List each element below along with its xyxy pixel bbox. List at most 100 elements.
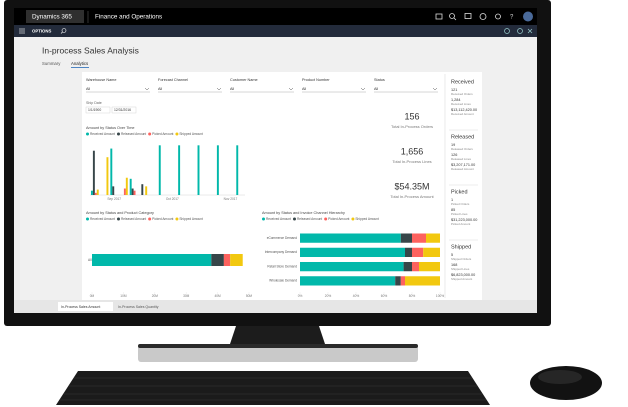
avatar[interactable] [523,11,533,22]
ship-date-from[interactable]: 1/1/1900 [88,108,101,112]
bar-segment [395,276,401,286]
filter-chevron[interactable] [144,87,150,91]
bar-segment [423,247,440,258]
x-tick-label: 40% [353,294,360,298]
x-tick-label: 0M [90,294,95,298]
bar-segment [300,233,401,243]
monitor-base [138,344,418,362]
column [123,188,126,195]
kpi-value: $54.35M [394,181,429,191]
filter-chevron[interactable] [360,87,366,91]
chart-title: Amount by Status Over Time [86,126,135,130]
card-label: Received Amount [451,112,474,116]
legend-swatch [86,132,89,136]
legend-swatch [175,217,179,221]
brand-box[interactable] [26,10,84,23]
card-value: 126 [451,153,457,157]
page-tab[interactable]: Summary [42,61,61,66]
kpi-value: 1,656 [401,146,424,156]
keyboard [56,371,490,405]
bar-segment [300,276,396,286]
y-tick-label: Wholesale Demand [269,279,297,283]
kpi-label: Total In-Process Lines [392,159,431,164]
nav-icons[interactable]: ? [435,13,514,21]
options-button[interactable]: OPTIONS [32,29,51,34]
filter-value[interactable]: All [374,87,378,91]
filter-chevron[interactable] [216,87,222,91]
action-icons[interactable] [504,28,533,34]
chart-title: Amount by Status and Product Category [86,211,154,215]
column [178,145,181,195]
y-tick-label: Intercompany Demand [265,250,297,254]
card-value: $3,207,171.00 [451,163,475,167]
column [112,186,115,195]
card-value: 168 [451,263,457,267]
legend-swatch [292,217,296,221]
report-tab-active[interactable] [58,302,113,311]
filter-value[interactable]: All [230,87,234,91]
filter-value[interactable]: All [302,87,306,91]
legend-label: Picked Amount [152,217,173,221]
card-value: $6,823,000.00 [451,273,475,277]
filter-chevron[interactable] [288,87,294,91]
column [92,150,95,195]
filter-label: Warehouse Name [86,78,116,82]
menu-icon[interactable] [19,28,25,34]
bar-segment [400,233,412,243]
column [133,190,136,195]
y-tick-label: All [88,258,92,262]
report-tab[interactable]: In-Process Sales Quantity [118,305,159,309]
filter-label: Status [374,78,385,82]
legend-swatch [324,217,328,221]
card-title: Released [451,134,474,140]
card-label: Picked Orders [451,202,470,206]
card-value: 1,284 [451,98,461,102]
monitor-neck [229,326,326,347]
column [106,157,109,195]
card-value: $13,112,420.00 [451,108,477,112]
report-tab[interactable]: In-Process Sales Amount [61,305,100,309]
bar-segment [403,261,412,272]
card-label: Picked Amount [451,222,470,226]
card-label: Received Lines [451,102,471,106]
page-tab-active[interactable]: Analytics [71,61,88,66]
bar-segment [412,247,424,258]
column [94,192,97,195]
x-tick-label: 20% [325,294,332,298]
page-title: In-process Sales Analysis [42,45,139,55]
x-tick-label: 10M [120,294,127,298]
x-tick-label: Sep 2017 [107,197,121,201]
legend-label: Released Amount [121,132,146,136]
x-tick-label: 20M [152,294,159,298]
monitor-base-top [138,344,418,348]
filter-chevron[interactable] [432,87,438,91]
x-tick-label: 40M [214,294,221,298]
legend-label: Shipped Amount [179,217,203,221]
card-value: 19 [451,143,455,147]
keyboard-keys [60,377,486,401]
date-input[interactable] [85,106,111,114]
column [131,188,134,195]
card-value: 85 [451,208,455,212]
card-value: $31,223,000.00 [451,218,477,222]
search-icon[interactable] [60,28,67,34]
date-input[interactable] [111,106,137,114]
column [158,145,161,195]
filter-value[interactable]: All [158,87,162,91]
column [236,145,239,195]
bar-segment [419,261,440,272]
mouse-highlight [538,370,582,384]
legend-swatch [116,217,120,221]
legend-swatch [262,217,265,221]
brand[interactable]: Dynamics 365 [32,14,72,21]
ship-date-to[interactable]: 12/31/2016 [114,108,131,112]
svg-text:?: ? [510,15,514,21]
filter-value[interactable]: All [86,87,90,91]
column [145,186,148,195]
module-name[interactable]: Finance and Operations [95,14,162,21]
card-label: Released Lines [451,157,471,161]
legend-label: Received Amount [266,217,291,221]
bar-segment [426,233,440,243]
bar-segment [230,254,243,266]
card-label: Picked Lines [451,212,468,216]
